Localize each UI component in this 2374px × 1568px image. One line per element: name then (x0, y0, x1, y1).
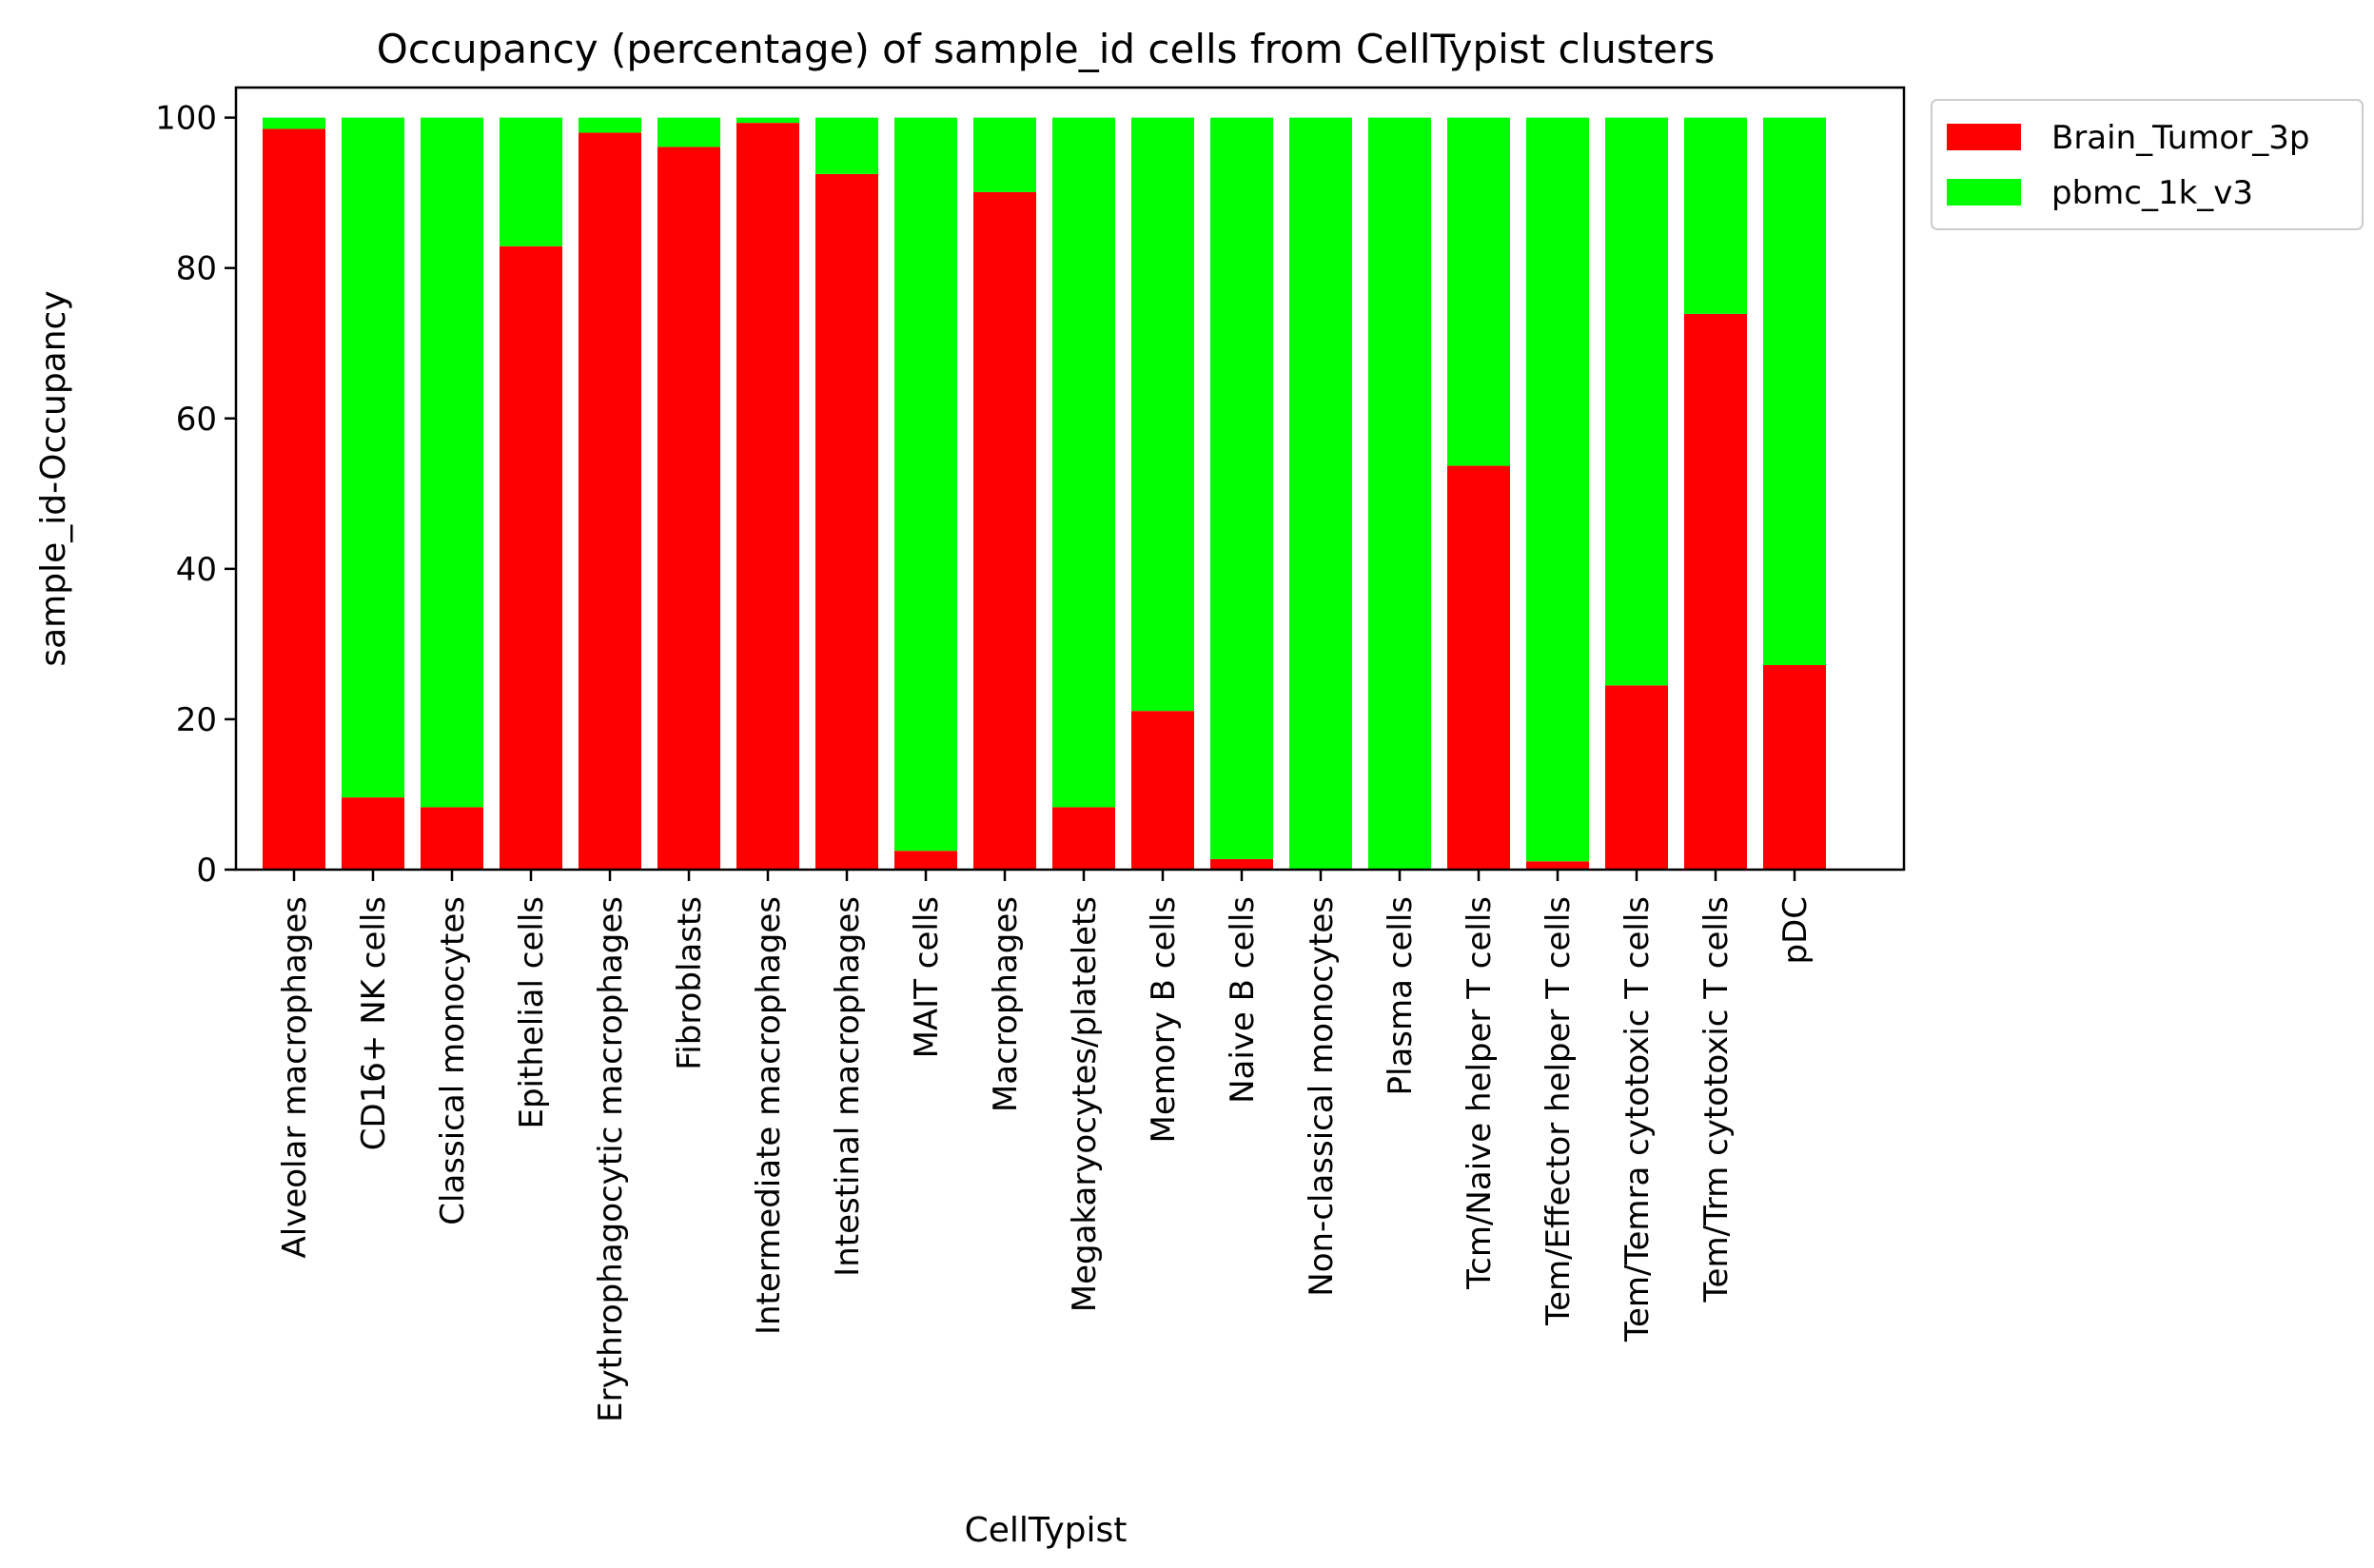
x-tick-label: Megakaryocytes/platelets (1066, 896, 1104, 1312)
legend-box (1931, 99, 2364, 230)
y-tick-label: 20 (176, 701, 217, 739)
x-axis: Alveolar macrophages CD16+ NK cells Classi… (276, 870, 1815, 1422)
y-tick-label: 0 (196, 852, 217, 890)
x-tick-label: Tem/Temra cytotoxic T cells (1619, 896, 1657, 1343)
bar-brain-tumor-3p-erythrophagocytic-macrophages (579, 132, 641, 870)
bar-pbmc-1k-v3-epithelial-cells (500, 117, 562, 246)
bar-brain-tumor-3p-pdc (1763, 665, 1826, 870)
legend-label-brain-tumor-3p: Brain_Tumor_3p (2051, 119, 2309, 157)
x-tick-label: Intestinal macrophages (829, 896, 867, 1277)
bar-brain-tumor-3p-tem-temra-cytotoxic-t-cells (1605, 685, 1668, 870)
legend-swatch-pbmc-1k-v3 (1947, 179, 2021, 206)
x-axis-label: CellTypist (965, 1511, 1128, 1550)
bar-pbmc-1k-v3-pdc (1763, 117, 1826, 666)
bar-brain-tumor-3p-tcm-naive-helper-t-cells (1447, 465, 1510, 870)
bar-pbmc-1k-v3-cd16-nk-cells (342, 117, 404, 798)
legend: Brain_Tumor_3p pbmc_1k_v3 (1931, 99, 2364, 230)
bar-brain-tumor-3p-epithelial-cells (500, 245, 562, 871)
bar-brain-tumor-3p-tem-trm-cytotoxic-t-cells (1684, 313, 1747, 870)
bar-brain-tumor-3p-intermediate-macrophages (736, 123, 799, 870)
x-tick-label: pDC (1776, 896, 1815, 965)
legend-swatch-brain-tumor-3p (1947, 124, 2021, 150)
x-tick-label: Fibroblasts (671, 896, 709, 1070)
x-tick-label: Naive B cells (1224, 896, 1262, 1104)
bar-pbmc-1k-v3-memory-b-cells (1131, 117, 1194, 712)
bar-brain-tumor-3p-macrophages (973, 191, 1036, 870)
x-tick-label: Classical monocytes (434, 896, 472, 1225)
plot-frame (234, 86, 1906, 872)
bar-brain-tumor-3p-tem-effector-helper-t-cells (1526, 861, 1589, 870)
x-tick-label: Alveolar macrophages (276, 896, 314, 1258)
y-tick-label: 40 (176, 551, 217, 589)
x-tick-label: Erythrophagocytic macrophages (592, 896, 630, 1422)
bar-pbmc-1k-v3-classical-monocytes (421, 117, 483, 808)
bar-brain-tumor-3p-cd16-nk-cells (342, 797, 404, 870)
y-axis: 0 20 40 60 80 100 (155, 100, 236, 890)
bars-layer (263, 117, 1826, 871)
bar-pbmc-1k-v3-tem-trm-cytotoxic-t-cells (1684, 117, 1747, 314)
bar-pbmc-1k-v3-plasma-cells (1368, 117, 1431, 871)
bar-pbmc-1k-v3-megakaryocytes-platelets (1052, 117, 1115, 808)
x-tick-label: Non-classical monocytes (1303, 896, 1341, 1297)
x-tick-label: CD16+ NK cells (355, 896, 393, 1150)
bar-pbmc-1k-v3-macrophages (973, 117, 1036, 192)
y-tick-label: 60 (176, 401, 217, 439)
bar-brain-tumor-3p-alveolar-macrophages (263, 128, 325, 870)
x-tick-label: MAIT cells (908, 896, 946, 1058)
bar-pbmc-1k-v3-intermediate-macrophages (736, 117, 799, 124)
legend-label-pbmc-1k-v3: pbmc_1k_v3 (2051, 174, 2253, 212)
x-tick-label: Tcm/Naive helper T cells (1461, 896, 1499, 1290)
bar-pbmc-1k-v3-fibroblasts (657, 117, 720, 147)
bar-brain-tumor-3p-intestinal-macrophages (815, 173, 878, 870)
bar-pbmc-1k-v3-tem-temra-cytotoxic-t-cells (1605, 117, 1668, 686)
bar-brain-tumor-3p-megakaryocytes-platelets (1052, 807, 1115, 870)
bar-pbmc-1k-v3-tcm-naive-helper-t-cells (1447, 117, 1510, 466)
bar-pbmc-1k-v3-naive-b-cells (1210, 117, 1273, 859)
y-tick-label: 100 (155, 100, 217, 138)
x-tick-label: Plasma cells (1382, 896, 1420, 1095)
bar-brain-tumor-3p-fibroblasts (657, 147, 720, 871)
bar-pbmc-1k-v3-alveolar-macrophages (263, 117, 325, 129)
x-tick-label: Epithelial cells (513, 896, 551, 1129)
bar-brain-tumor-3p-classical-monocytes (421, 807, 483, 870)
x-tick-label: Tem/Effector helper T cells (1540, 896, 1578, 1326)
y-axis-label: sample_id-Occupancy (34, 290, 73, 666)
x-tick-label: Intermediate macrophages (750, 896, 788, 1335)
bar-pbmc-1k-v3-erythrophagocytic-macrophages (579, 117, 641, 133)
y-tick-label: 80 (176, 250, 217, 288)
bar-pbmc-1k-v3-tem-effector-helper-t-cells (1526, 117, 1589, 862)
bar-pbmc-1k-v3-intestinal-macrophages (815, 117, 878, 174)
x-tick-label: Memory B cells (1145, 896, 1183, 1143)
chart-title: Occupancy (percentage) of sample_id cell… (377, 26, 1715, 72)
bar-brain-tumor-3p-mait-cells (894, 851, 957, 870)
bar-brain-tumor-3p-memory-b-cells (1131, 711, 1194, 870)
x-tick-label: Macrophages (987, 896, 1025, 1112)
x-tick-label: Tem/Trm cytotoxic T cells (1697, 896, 1736, 1303)
bar-brain-tumor-3p-naive-b-cells (1210, 858, 1273, 870)
bar-pbmc-1k-v3-mait-cells (894, 117, 957, 852)
bar-pbmc-1k-v3-non-classical-monocytes (1289, 117, 1352, 871)
